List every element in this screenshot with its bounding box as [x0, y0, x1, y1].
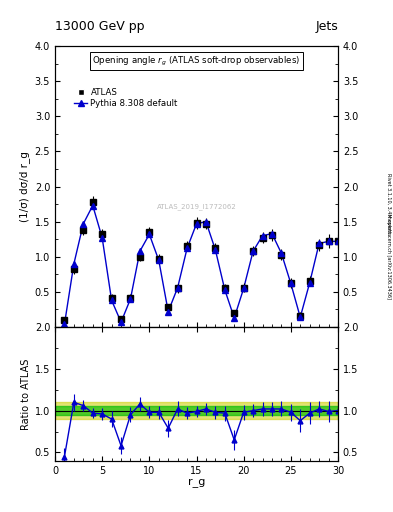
Text: mcplots.cern.ch [arXiv:1306.3436]: mcplots.cern.ch [arXiv:1306.3436] — [386, 214, 391, 298]
Text: Opening angle $r_g$ (ATLAS soft-drop observables): Opening angle $r_g$ (ATLAS soft-drop obs… — [92, 54, 301, 68]
Bar — [55, 407, 338, 415]
Text: 13000 GeV pp: 13000 GeV pp — [55, 20, 145, 33]
X-axis label: r_g: r_g — [188, 478, 205, 488]
Text: ATLAS_2019_I1772062: ATLAS_2019_I1772062 — [157, 203, 236, 209]
Text: Rivet 3.1.10, 3.4M events: Rivet 3.1.10, 3.4M events — [386, 174, 391, 236]
Bar — [55, 402, 338, 419]
Text: Jets: Jets — [315, 20, 338, 33]
Y-axis label: Ratio to ATLAS: Ratio to ATLAS — [20, 358, 31, 430]
Y-axis label: (1/σ) dσ/d r_g: (1/σ) dσ/d r_g — [20, 151, 31, 222]
Legend: ATLAS, Pythia 8.308 default: ATLAS, Pythia 8.308 default — [71, 84, 181, 111]
